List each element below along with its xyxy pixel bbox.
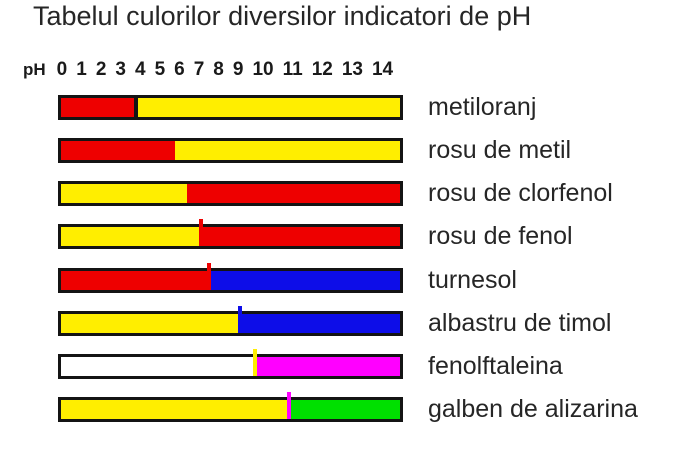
indicator-bar bbox=[58, 95, 403, 120]
ph-tick-5: 5 bbox=[154, 59, 166, 80]
color-segment-green bbox=[288, 400, 400, 419]
transition-notch bbox=[238, 306, 243, 333]
color-segment-blue bbox=[208, 271, 400, 290]
indicator-label: albastru de timol bbox=[428, 309, 612, 337]
transition-notch bbox=[286, 392, 291, 419]
color-segment-red bbox=[201, 227, 400, 246]
indicator-bar bbox=[58, 354, 403, 379]
ph-tick-6: 6 bbox=[174, 59, 185, 80]
ph-tick-14: 14 bbox=[371, 59, 394, 80]
indicator-label: rosu de fenol bbox=[428, 222, 573, 250]
ph-tick-3: 3 bbox=[115, 59, 126, 80]
ph-tick-12: 12 bbox=[311, 59, 333, 80]
transition-divider bbox=[134, 98, 139, 117]
ph-tick-0: 0 bbox=[56, 59, 68, 80]
indicator-bar bbox=[58, 268, 403, 293]
indicator-label: galben de alizarina bbox=[428, 395, 638, 423]
indicator-label: turnesol bbox=[428, 266, 517, 294]
ph-tick-9: 9 bbox=[232, 59, 244, 80]
indicator-bar bbox=[58, 138, 403, 163]
color-segment-red bbox=[186, 184, 400, 203]
color-segment-yellow bbox=[174, 141, 400, 160]
transition-notch bbox=[252, 349, 257, 376]
color-segment-yellow bbox=[61, 314, 241, 333]
ph-tick-10: 10 bbox=[252, 59, 274, 80]
color-segment-yellow bbox=[61, 227, 202, 246]
ph-axis: pH 0 1 2 3 4 5 6 7 8 9 10 11 12 13 14 bbox=[23, 59, 393, 81]
indicator-bar bbox=[58, 311, 403, 336]
ph-tick-8: 8 bbox=[213, 59, 224, 80]
ph-axis-ticks: 0 1 2 3 4 5 6 7 8 9 10 11 12 13 14 bbox=[57, 59, 393, 81]
ph-tick-11: 11 bbox=[282, 59, 303, 80]
indicator-label: metiloranj bbox=[428, 93, 537, 121]
indicator-label: fenolftaleina bbox=[428, 352, 563, 380]
ph-tick-7: 7 bbox=[193, 59, 205, 80]
ph-tick-1: 1 bbox=[76, 59, 87, 80]
color-segment-red bbox=[61, 141, 175, 160]
ph-axis-label: pH bbox=[23, 60, 46, 79]
page-title: Tabelul culorilor diversilor indicatori … bbox=[33, 1, 532, 31]
color-segment-white bbox=[61, 357, 255, 376]
color-segment-yellow bbox=[61, 184, 187, 203]
color-segment-magenta bbox=[254, 357, 400, 376]
color-segment-red bbox=[61, 98, 137, 117]
transition-notch bbox=[206, 263, 211, 290]
color-segment-yellow bbox=[61, 400, 289, 419]
ph-tick-4: 4 bbox=[134, 59, 146, 80]
indicator-label: rosu de clorfenol bbox=[428, 179, 613, 207]
indicator-bar bbox=[58, 397, 403, 422]
indicator-label: rosu de metil bbox=[428, 136, 572, 164]
color-segment-red bbox=[61, 271, 209, 290]
indicator-bar bbox=[58, 224, 403, 249]
color-segment-blue bbox=[240, 314, 400, 333]
indicator-bar bbox=[58, 181, 403, 206]
ph-tick-2: 2 bbox=[95, 59, 107, 80]
color-segment-yellow bbox=[136, 98, 400, 117]
ph-tick-13: 13 bbox=[341, 59, 363, 80]
transition-notch bbox=[199, 219, 204, 246]
